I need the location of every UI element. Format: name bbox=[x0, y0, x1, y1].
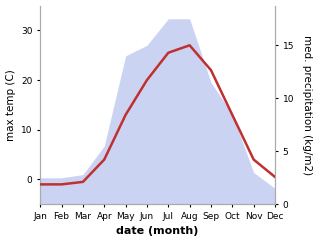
Y-axis label: med. precipitation (kg/m2): med. precipitation (kg/m2) bbox=[302, 35, 313, 175]
X-axis label: date (month): date (month) bbox=[116, 227, 199, 236]
Y-axis label: max temp (C): max temp (C) bbox=[5, 69, 16, 141]
